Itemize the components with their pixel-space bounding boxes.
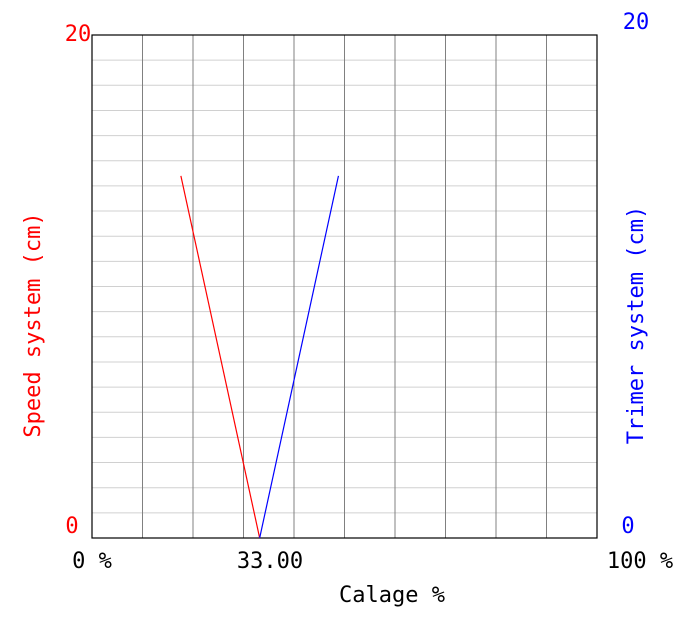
left-axis-title: Speed system (cm) (21, 212, 46, 437)
x-axis-tick-label-min: 0 % (72, 549, 112, 574)
right-axis-bottom-tick-label: 0 (621, 514, 634, 539)
plot-area-border (91, 34, 598, 539)
x-axis-title: Calage % (339, 583, 445, 608)
series-layer (180, 175, 340, 539)
left-axis-bottom-tick-label: 0 (65, 514, 78, 539)
left-axis-series-line (180, 175, 261, 539)
x-axis-tick-label-max: 100 % (607, 549, 673, 574)
left-axis-top-tick-label: 20 (65, 22, 92, 47)
grid-layer (92, 35, 597, 538)
x-axis-tick-label-mid: 33.00 (237, 549, 303, 574)
right-axis-title: Trimer system (cm) (624, 206, 649, 444)
right-axis-top-tick-label: 20 (623, 10, 650, 35)
right-axis-series-line (259, 175, 340, 539)
